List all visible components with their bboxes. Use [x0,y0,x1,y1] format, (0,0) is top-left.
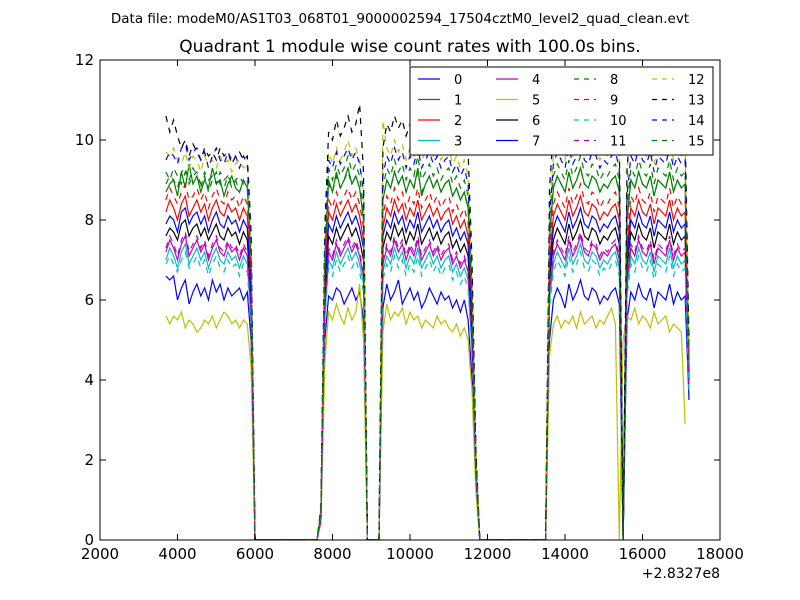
legend-label-14: 14 [688,114,705,129]
legend-label-0: 0 [454,73,462,88]
legend-label-13: 13 [688,94,705,109]
y-tick-label-1: 2 [84,451,94,469]
x-tick-label-3: 8000 [313,545,351,563]
legend-label-8: 8 [610,73,618,88]
ticks-layer: 2000 4000 6000 8000 10000 12000 14000 16000 1800… [75,51,744,563]
legend-label-7: 7 [532,135,540,150]
legend-label-9: 9 [610,94,618,109]
y-tick-label-2: 4 [84,371,94,389]
x-offset-label: +2.8327e8 [642,566,720,582]
legend-label-12: 12 [688,73,705,88]
x-tick-label-8: 18000 [696,545,744,563]
legend-label-5: 5 [532,94,540,109]
legend-label-10: 10 [610,114,627,129]
legend-label-4: 4 [532,73,540,88]
y-tick-label-6: 12 [75,51,94,69]
x-tick-label-1: 4000 [158,545,196,563]
series-line-14 [165,141,690,540]
legend-label-15: 15 [688,135,705,150]
x-tick-label-7: 16000 [619,545,667,563]
series-line-15 [165,165,690,540]
chart-title: Quadrant 1 module wise count rates with … [179,37,640,57]
x-tick-label-6: 14000 [541,545,589,563]
series-line-13 [165,103,690,540]
y-tick-label-5: 10 [75,131,94,149]
plot-frame [99,59,721,541]
y-tick-label-3: 6 [84,291,94,309]
legend-label-1: 1 [454,94,462,109]
figure-suptitle: Data file: modeM0/AS1T03_068T01_90000025… [111,11,689,27]
legend-label-2: 2 [454,114,462,129]
y-tick-label-0: 0 [84,531,94,549]
y-tick-label-4: 8 [84,211,94,229]
x-tick-label-5: 12000 [464,545,512,563]
x-tick-label-2: 6000 [236,545,274,563]
legend-label-3: 3 [454,135,462,150]
legend-label-11: 11 [610,135,627,150]
x-tick-label-4: 10000 [386,545,434,563]
x-tick-label-0: 2000 [81,545,119,563]
series-line-5 [165,283,686,540]
legend-label-6: 6 [532,114,540,129]
series-layer [165,79,690,540]
